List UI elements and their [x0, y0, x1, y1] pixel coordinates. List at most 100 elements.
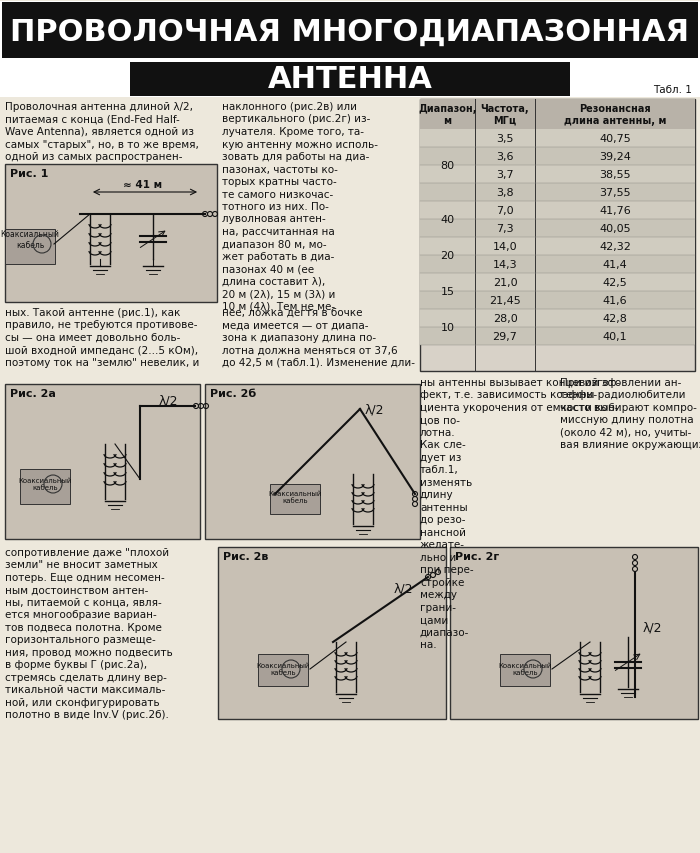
Text: полотно в виде Inv.V (рис.2б).: полотно в виде Inv.V (рис.2б). — [5, 710, 169, 720]
Text: ≈ 41 м: ≈ 41 м — [123, 180, 162, 189]
Bar — [420, 183, 695, 202]
Text: Как сле-: Как сле- — [420, 440, 466, 450]
Bar — [420, 256, 695, 274]
Text: 3,8: 3,8 — [496, 188, 514, 198]
Text: 10: 10 — [440, 322, 454, 333]
Text: фект, т.е. зависимость коэффи-: фект, т.е. зависимость коэффи- — [420, 390, 597, 400]
Bar — [420, 238, 695, 256]
Text: 40,1: 40,1 — [603, 332, 627, 341]
Text: циента укорочения от емкости кон-: циента укорочения от емкости кон- — [420, 403, 619, 413]
Text: наклонного (рис.2в) или: наклонного (рис.2в) или — [222, 102, 357, 112]
Text: ния, провод можно подвесить: ния, провод можно подвесить — [5, 647, 173, 657]
Text: тов подвеса полотна. Кроме: тов подвеса полотна. Кроме — [5, 623, 162, 632]
Bar — [20, 469, 70, 504]
Text: при пере-: при пере- — [420, 565, 474, 575]
Text: ным достоинством антен-: ным достоинством антен- — [5, 585, 148, 595]
Text: 14,3: 14,3 — [493, 259, 517, 270]
Text: Рис. 1: Рис. 1 — [10, 169, 48, 179]
Text: 10 м (4λ). Тем не ме-: 10 м (4λ). Тем не ме- — [222, 302, 335, 311]
Text: лотна.: лотна. — [420, 427, 456, 438]
Text: кую антенну можно исполь-: кую антенну можно исполь- — [222, 139, 378, 149]
Text: 29,7: 29,7 — [493, 332, 517, 341]
Text: сы — она имеет довольно боль-: сы — она имеет довольно боль- — [5, 333, 181, 343]
Text: 37,55: 37,55 — [599, 188, 631, 198]
Bar — [270, 485, 320, 514]
Text: ной, или сконфигурировать: ной, или сконфигурировать — [5, 697, 160, 707]
Bar — [420, 310, 695, 328]
Text: нее, ложка дегтя в бочке: нее, ложка дегтя в бочке — [222, 308, 363, 317]
Text: длину: длину — [420, 490, 454, 500]
Text: 42,5: 42,5 — [603, 278, 627, 287]
Text: диапазо-: диапазо- — [420, 627, 470, 637]
Text: меда имеется — от диапа-: меда имеется — от диапа- — [222, 320, 368, 330]
Text: (около 42 м), но, учиты-: (около 42 м), но, учиты- — [560, 427, 692, 438]
Text: дует из: дует из — [420, 452, 461, 462]
Bar — [258, 654, 308, 686]
Text: Рис. 2в: Рис. 2в — [223, 551, 268, 561]
Bar — [420, 274, 695, 292]
Text: горизонтального размеще-: горизонтального размеще- — [5, 635, 155, 645]
Bar — [0, 2, 700, 98]
Text: Рис. 2б: Рис. 2б — [210, 389, 256, 398]
Bar — [420, 100, 695, 130]
Text: шой входной импеданс (2...5 кОм),: шой входной импеданс (2...5 кОм), — [5, 345, 198, 355]
Text: 21,0: 21,0 — [493, 278, 517, 287]
Text: 42,32: 42,32 — [599, 241, 631, 252]
Bar — [420, 165, 695, 183]
Text: поэтому ток на "землю" невелик, и: поэтому ток на "землю" невелик, и — [5, 357, 199, 368]
Text: 40: 40 — [440, 215, 454, 224]
Text: Диапазон,
м: Диапазон, м — [419, 104, 477, 125]
Text: 21,45: 21,45 — [489, 296, 521, 305]
Bar — [5, 165, 217, 303]
Bar — [500, 654, 550, 686]
Text: сопротивление даже "плохой: сопротивление даже "плохой — [5, 548, 169, 557]
Text: Коаксиальный
кабель: Коаксиальный кабель — [1, 230, 60, 249]
Text: луволновая антен-: луволновая антен- — [222, 214, 326, 224]
Text: 15: 15 — [440, 287, 454, 297]
Text: ны антенны вызывает концевой эф-: ны антенны вызывает концевой эф- — [420, 378, 620, 387]
Text: 7,3: 7,3 — [496, 223, 514, 234]
Text: питаемая с конца (End-Fed Half-: питаемая с конца (End-Fed Half- — [5, 114, 180, 125]
Text: ется многообразие вариан-: ется многообразие вариан- — [5, 610, 157, 620]
Text: цами: цами — [420, 615, 448, 624]
Bar — [5, 385, 200, 539]
Text: λ/2: λ/2 — [158, 395, 178, 408]
Text: на, рассчитанная на: на, рассчитанная на — [222, 227, 335, 237]
Text: 40,05: 40,05 — [599, 223, 631, 234]
Text: лотна должна меняться от 37,6: лотна должна меняться от 37,6 — [222, 345, 398, 355]
Text: При изготовлении ан-: При изготовлении ан- — [560, 378, 681, 387]
Text: грани-: грани- — [420, 602, 456, 612]
Text: желате-: желате- — [420, 540, 465, 550]
Text: АНТЕННА: АНТЕННА — [267, 66, 433, 95]
Bar — [218, 548, 446, 719]
Text: между: между — [420, 589, 457, 600]
Text: земли" не вносит заметных: земли" не вносит заметных — [5, 560, 158, 570]
Text: λ/2: λ/2 — [365, 403, 384, 416]
Text: тенны радиолюбители: тенны радиолюбители — [560, 390, 685, 400]
Bar — [420, 220, 695, 238]
Bar — [420, 202, 695, 220]
Bar — [420, 292, 695, 310]
Text: Коаксиальный
кабель: Коаксиальный кабель — [268, 491, 322, 504]
Text: ны, питаемой с конца, явля-: ны, питаемой с конца, явля- — [5, 597, 162, 607]
Bar — [2, 3, 698, 59]
Text: до 42,5 м (табл.1). Изменение дли-: до 42,5 м (табл.1). Изменение дли- — [222, 357, 415, 368]
Text: 41,76: 41,76 — [599, 206, 631, 216]
Text: часто выбирают компро-: часто выбирают компро- — [560, 403, 697, 413]
Text: правило, не требуются противове-: правило, не требуются противове- — [5, 320, 197, 330]
Text: цов по-: цов по- — [420, 415, 460, 425]
Text: стройке: стройке — [420, 577, 464, 588]
Text: Рис. 2г: Рис. 2г — [455, 551, 499, 561]
Text: Табл. 1: Табл. 1 — [653, 85, 692, 95]
Text: в форме буквы Г (рис.2а),: в форме буквы Г (рис.2а), — [5, 659, 147, 670]
Text: 3,5: 3,5 — [496, 134, 514, 144]
Bar — [450, 548, 698, 719]
Text: вертикального (рис.2г) из-: вертикального (рис.2г) из- — [222, 114, 370, 125]
Text: пазонах, частоты ко-: пазонах, частоты ко- — [222, 165, 338, 174]
Text: ных. Такой антенне (рис.1), как: ных. Такой антенне (рис.1), как — [5, 308, 181, 317]
Text: 20: 20 — [440, 251, 454, 261]
Bar — [420, 148, 695, 165]
Bar — [5, 229, 55, 264]
Text: зона к диапазону длина по-: зона к диапазону длина по- — [222, 333, 376, 343]
Text: одной из самых распространен-: одной из самых распространен- — [5, 152, 183, 162]
